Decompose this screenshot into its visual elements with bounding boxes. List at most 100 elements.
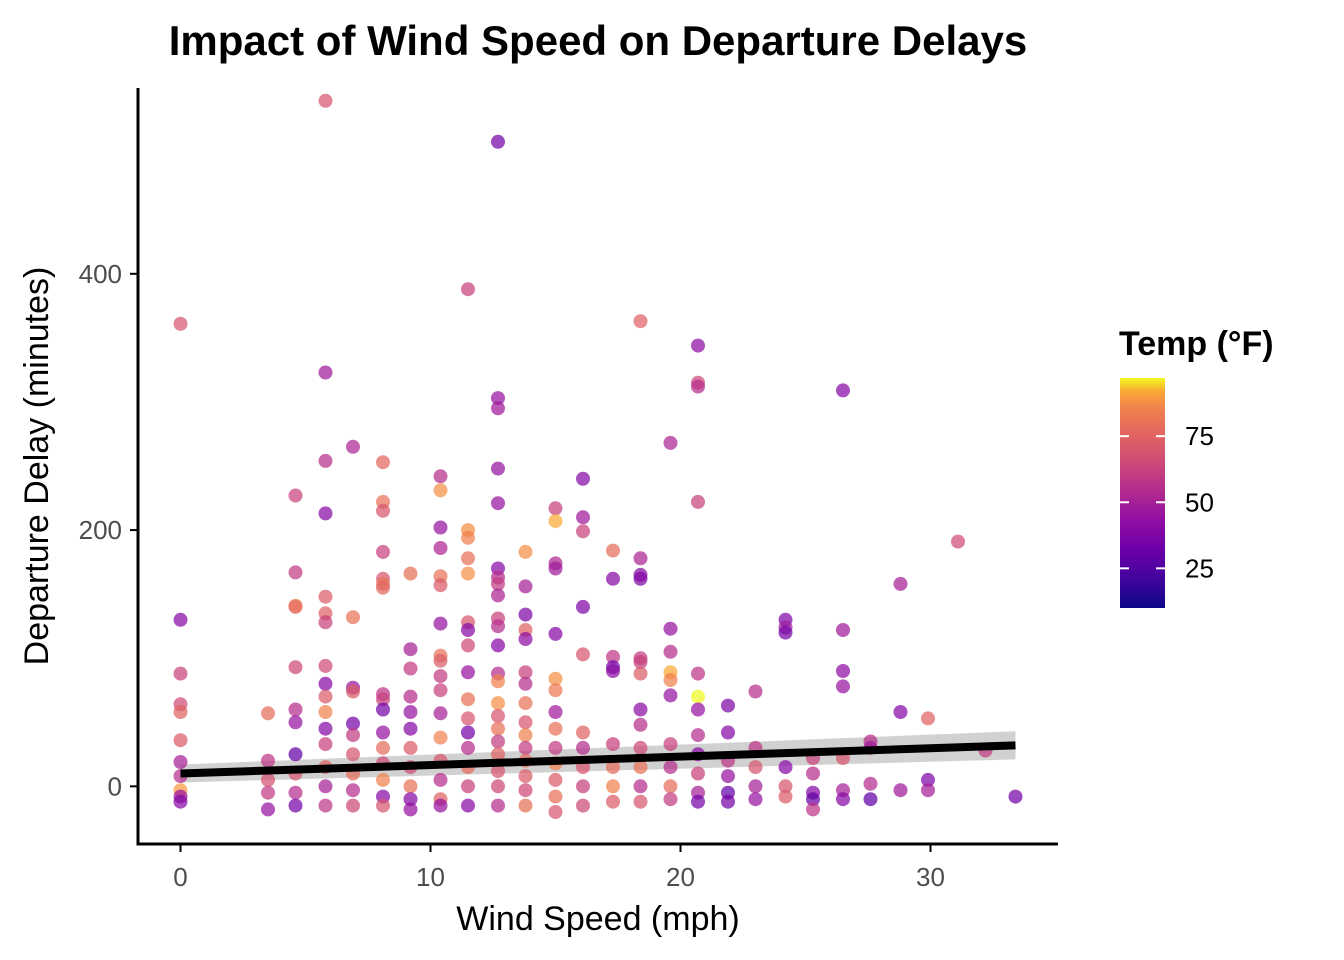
color-legend: Temp (°F) 25 50 75: [1119, 325, 1274, 608]
data-point: [663, 644, 678, 659]
data-point: [318, 658, 333, 673]
data-point: [376, 740, 390, 755]
data-point: [376, 692, 390, 707]
data-point: [491, 638, 505, 653]
data-point: [491, 674, 505, 689]
data-point: [346, 610, 360, 625]
data-point: [318, 779, 333, 794]
data-point: [778, 625, 793, 640]
data-point: [491, 734, 505, 749]
data-point: [288, 715, 303, 730]
data-point: [806, 792, 820, 807]
data-point: [318, 689, 333, 704]
data-point: [863, 792, 878, 807]
data-point: [633, 666, 648, 681]
data-point: [576, 471, 590, 486]
data-point: [433, 772, 448, 787]
data-point: [836, 383, 850, 398]
data-point: [863, 776, 878, 791]
data-point: [433, 483, 448, 498]
data-point: [403, 721, 418, 736]
data-point: [491, 576, 505, 591]
data-point: [288, 798, 303, 813]
data-point: [261, 785, 275, 800]
data-point: [633, 702, 648, 717]
data-point: [461, 779, 475, 794]
data-point: [461, 530, 475, 545]
data-point: [633, 779, 648, 794]
data-point: [836, 679, 850, 694]
data-point: [606, 664, 620, 678]
data-point: [548, 772, 563, 787]
data-point: [173, 612, 188, 627]
data-point: [548, 789, 563, 804]
colorbar-tick-label: 50: [1185, 487, 1214, 517]
data-point: [491, 708, 505, 723]
data-point: [633, 571, 648, 586]
data-point: [518, 769, 533, 784]
data-point: [576, 725, 590, 740]
data-point: [633, 314, 648, 329]
data-point: [433, 469, 448, 484]
colorbar-ticks: 25 50 75: [1120, 421, 1214, 583]
data-point: [518, 715, 533, 730]
data-point: [461, 798, 475, 813]
data-point: [691, 728, 705, 743]
x-axis-ticks: 0 10 20 30: [173, 844, 945, 892]
data-point: [461, 665, 475, 680]
data-point: [633, 740, 648, 755]
data-point: [633, 794, 648, 809]
data-point: [606, 794, 620, 809]
data-point: [633, 717, 648, 732]
x-tick-label: 30: [916, 862, 945, 892]
data-point: [778, 789, 793, 804]
data-point: [318, 589, 333, 604]
data-point: [576, 740, 590, 755]
points-layer: [173, 93, 1023, 819]
y-tick-label: 200: [79, 515, 122, 545]
data-point: [548, 705, 563, 719]
data-point: [433, 683, 448, 698]
data-point: [663, 760, 678, 775]
data-point: [663, 688, 678, 703]
data-point: [433, 520, 448, 535]
data-point: [376, 580, 390, 595]
data-point: [663, 779, 678, 794]
data-point: [921, 711, 935, 726]
data-point: [491, 747, 505, 762]
data-point: [721, 769, 735, 784]
data-point: [318, 721, 333, 736]
data-point: [893, 705, 908, 719]
y-axis-ticks: 0 200 400: [79, 259, 138, 801]
data-point: [433, 706, 448, 721]
data-point: [576, 647, 590, 662]
data-point: [663, 435, 678, 450]
data-point: [806, 766, 820, 781]
x-tick-label: 20: [666, 862, 695, 892]
data-point: [376, 544, 390, 559]
data-point: [663, 673, 678, 687]
data-point: [606, 737, 620, 752]
data-point: [691, 338, 705, 353]
data-point: [663, 737, 678, 752]
data-point: [461, 725, 475, 740]
data-point: [346, 716, 360, 731]
data-point: [461, 740, 475, 755]
data-point: [836, 792, 850, 807]
data-point: [433, 798, 448, 813]
data-point: [951, 534, 965, 549]
data-point: [691, 794, 705, 809]
data-point: [518, 696, 533, 711]
data-point: [518, 676, 533, 691]
data-point: [518, 728, 533, 743]
data-point: [836, 664, 850, 678]
data-point: [778, 760, 793, 775]
data-point: [548, 561, 563, 576]
data-point: [518, 740, 533, 755]
y-tick-label: 400: [79, 259, 122, 289]
data-point: [318, 705, 333, 719]
data-point: [491, 461, 505, 476]
data-point: [606, 649, 620, 664]
data-point: [346, 439, 360, 454]
data-point: [261, 753, 275, 768]
